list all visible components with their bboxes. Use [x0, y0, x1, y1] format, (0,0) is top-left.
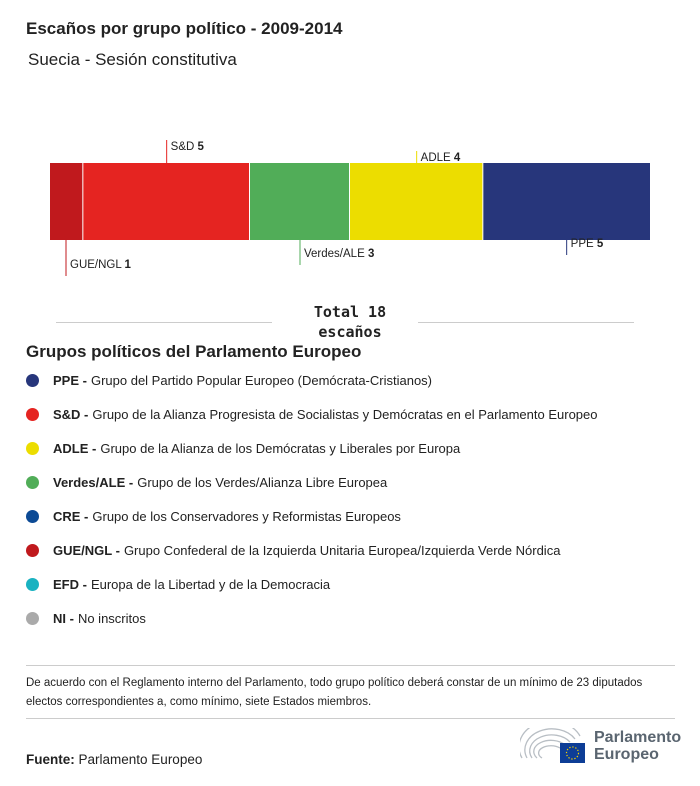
legend-name: Europa de la Libertad y de la Democracia	[90, 577, 331, 592]
legend-item: GUE/NGL - Grupo Confederal de la Izquierd…	[26, 543, 560, 558]
divider	[56, 322, 272, 323]
legend-abbr: S&D -	[53, 407, 89, 422]
total-line1: Total 18	[313, 303, 387, 321]
source: Fuente: Parlamento Europeo	[26, 752, 202, 767]
legend-dot-icon	[26, 408, 39, 421]
bar-segment-adle	[350, 163, 483, 240]
logo-line1: Parlamento	[594, 729, 682, 746]
divider	[26, 665, 675, 666]
divider	[418, 322, 634, 323]
bar-segment-guengl	[50, 163, 83, 240]
source-value: Parlamento Europeo	[78, 752, 203, 767]
divider	[26, 718, 675, 719]
legend-name: Grupo del Partido Popular Europeo (Demóc…	[90, 373, 433, 388]
data-label: GUE/NGL 1	[70, 259, 132, 271]
source-label: Fuente:	[26, 752, 75, 767]
legend-dot-icon	[26, 578, 39, 591]
legend-item: S&D - Grupo de la Alianza Progresista de …	[26, 407, 598, 422]
total-seats: Total 18 escaños	[274, 302, 426, 342]
legend-dot-icon	[26, 544, 39, 557]
bar-segment-sd	[83, 163, 249, 240]
data-label: S&D 5	[171, 141, 205, 153]
legend-abbr: ADLE -	[53, 441, 97, 456]
legend-name: Grupo de los Conservadores y Reformistas…	[92, 509, 401, 524]
bar-segment-verdesale	[250, 163, 349, 240]
legend-dot-icon	[26, 510, 39, 523]
legend-abbr: GUE/NGL -	[53, 543, 120, 558]
hemicycle-flag-icon	[520, 728, 585, 763]
legend-name: Grupo Confederal de la Izquierda Unitari…	[123, 543, 561, 558]
bar-segment-ppe	[483, 163, 650, 240]
legend-item: ADLE - Grupo de la Alianza de los Demócra…	[26, 441, 460, 456]
legend-name: No inscritos	[77, 611, 146, 626]
legend-item: Verdes/ALE - Grupo de los Verdes/Alianza …	[26, 475, 387, 490]
legend-dot-icon	[26, 374, 39, 387]
data-label: ADLE 4	[421, 152, 461, 164]
legend-abbr: NI -	[53, 611, 74, 626]
legend-item: CRE - Grupo de los Conservadores y Reform…	[26, 509, 401, 524]
legend-item: PPE - Grupo del Partido Popular Europeo (…	[26, 373, 432, 388]
logo-line2: Europeo	[594, 746, 659, 763]
legend-dot-icon	[26, 442, 39, 455]
data-label: Verdes/ALE 3	[304, 248, 374, 260]
legend-abbr: Verdes/ALE -	[53, 475, 134, 490]
legend-title: Grupos políticos del Parlamento Europeo	[26, 342, 362, 361]
legend-name: Grupo de la Alianza Progresista de Socia…	[92, 407, 598, 422]
legend-dot-icon	[26, 612, 39, 625]
legend-abbr: EFD -	[53, 577, 87, 592]
legend-name: Grupo de la Alianza de los Demócratas y …	[100, 441, 461, 456]
legend-item: NI - No inscritos	[26, 611, 146, 626]
european-parliament-logo: Parlamento Europeo	[520, 728, 681, 764]
legend-abbr: CRE -	[53, 509, 89, 524]
legend-item: EFD - Europa de la Libertad y de la Democ…	[26, 577, 330, 592]
seat-bar-chart: GUE/NGL 1 S&D 5 Verdes/ALE 3 ADLE 4 PPE 5	[50, 140, 650, 276]
chart-subtitle: Suecia - Sesión constitutiva	[28, 50, 237, 69]
chart-title: Escaños por grupo político - 2009-2014	[26, 19, 343, 38]
legend-dot-icon	[26, 476, 39, 489]
total-line2: escaños	[318, 323, 382, 341]
data-label: PPE 5	[571, 238, 604, 250]
legend-abbr: PPE -	[53, 373, 87, 388]
legend-name: Grupo de los Verdes/Alianza Libre Europe…	[137, 475, 388, 490]
note: De acuerdo con el Reglamento interno del…	[26, 677, 643, 708]
